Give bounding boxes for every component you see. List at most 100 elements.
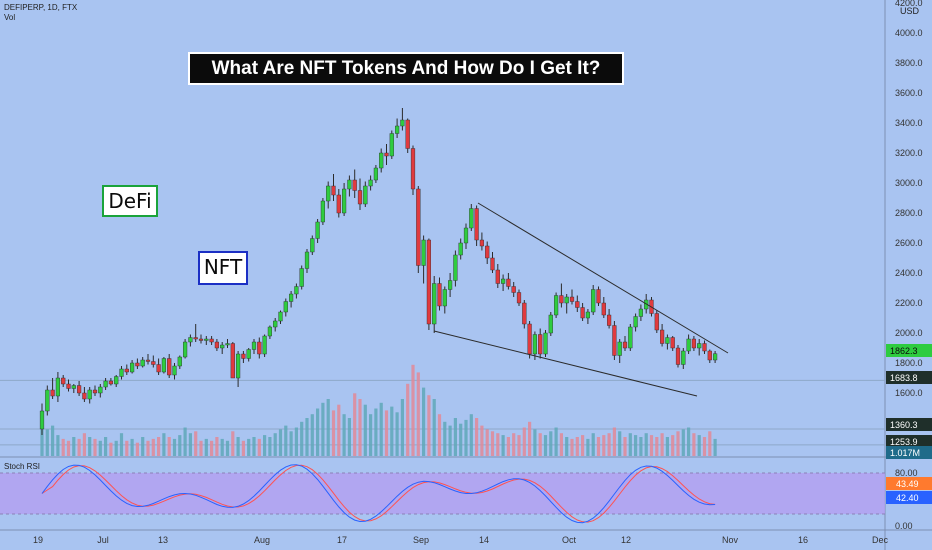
- candle-body: [373, 167, 378, 181]
- volume-bar: [294, 427, 298, 456]
- candle-body: [416, 188, 421, 266]
- time-tick-label: 12: [621, 535, 631, 545]
- volume-bar: [210, 440, 214, 456]
- candle-body: [601, 302, 606, 316]
- volume-bar: [565, 437, 569, 456]
- candle-body: [352, 179, 357, 191]
- stoch-k-line: [41, 464, 716, 524]
- stoch-tick-label: 0.00: [895, 521, 913, 531]
- volume-bar: [623, 437, 627, 456]
- volume-bar: [591, 433, 595, 456]
- candle-body: [395, 125, 400, 134]
- volume-bar: [289, 431, 293, 456]
- volume-bar: [347, 418, 351, 456]
- candle-body: [230, 343, 235, 379]
- volume-bar: [533, 429, 537, 456]
- volume-bar: [475, 418, 479, 456]
- candle-body: [686, 338, 691, 352]
- candle-body: [675, 347, 681, 365]
- volume-bar: [554, 427, 558, 456]
- price-label-level: 1360.3: [890, 420, 918, 430]
- volume-bar: [353, 393, 357, 456]
- price-tick-label: 1800.0: [895, 358, 923, 368]
- volume-bar: [273, 433, 277, 456]
- volume-bar: [464, 419, 468, 456]
- time-tick-label: 14: [479, 535, 489, 545]
- candle-body: [585, 311, 590, 319]
- price-tick-label: 4200.0: [895, 0, 923, 8]
- candle-body: [379, 152, 384, 169]
- candle-body: [357, 190, 363, 205]
- candle-body: [55, 377, 60, 397]
- volume-bar: [45, 429, 49, 456]
- candle-body: [177, 356, 182, 367]
- candle-body: [384, 152, 389, 157]
- candle-body: [389, 133, 394, 157]
- volume-bar: [634, 435, 638, 456]
- volume-bar: [363, 404, 367, 456]
- candle-body: [209, 338, 214, 343]
- price-tick-label: 3800.0: [895, 58, 923, 68]
- nft-label: NFT: [198, 251, 248, 285]
- candle-body: [564, 296, 569, 304]
- volume-bar: [40, 416, 44, 456]
- volume-bar: [697, 435, 701, 456]
- volume-bar: [390, 406, 394, 456]
- price-label-volume: 1.017M: [890, 448, 920, 458]
- price-label-level: 1253.9: [890, 437, 918, 447]
- volume-bar: [316, 408, 320, 456]
- volume-bar: [263, 435, 267, 456]
- volume-bar: [395, 412, 399, 456]
- volume-bar: [665, 437, 669, 456]
- candle-body: [543, 332, 548, 355]
- candle-body: [124, 368, 129, 373]
- candle-body: [522, 302, 527, 325]
- candle-body: [368, 179, 373, 187]
- time-tick-label: Nov: [722, 535, 739, 545]
- volume-bar: [713, 438, 717, 456]
- candle-body: [283, 301, 288, 313]
- volume-bar: [104, 437, 108, 456]
- stoch-k-value-box: [886, 477, 932, 490]
- volume-bar: [559, 433, 563, 456]
- candle-body: [267, 326, 272, 337]
- candle-body: [421, 239, 426, 266]
- candle-body: [665, 337, 670, 344]
- candle-body: [98, 386, 103, 394]
- volume-bar: [501, 435, 505, 456]
- candle-body: [400, 119, 405, 127]
- volume-bar: [146, 440, 150, 456]
- volume-bar: [141, 437, 145, 456]
- volume-bar: [708, 431, 712, 456]
- candle-body: [575, 301, 580, 308]
- volume-bar: [342, 414, 346, 456]
- volume-bar: [437, 414, 442, 456]
- volume-bar: [528, 421, 532, 456]
- candle-body: [691, 338, 696, 349]
- volume-bar: [194, 431, 198, 456]
- volume-bar: [331, 410, 336, 456]
- price-label-box: [886, 446, 932, 459]
- upper-trendline: [477, 202, 729, 354]
- candle-body: [257, 341, 262, 355]
- volume-bar: [135, 442, 139, 456]
- volume-bar: [241, 440, 245, 456]
- candle-body: [607, 314, 612, 326]
- candle-body: [591, 289, 596, 313]
- volume-bar: [480, 425, 484, 456]
- volume-bar: [432, 399, 436, 456]
- candle-body: [448, 280, 453, 290]
- volume-bar: [448, 425, 452, 456]
- candle-body: [458, 242, 463, 256]
- candle-body: [82, 392, 87, 400]
- volume-bar: [326, 399, 330, 456]
- candle-body: [304, 251, 310, 269]
- volume-bar: [247, 438, 251, 456]
- time-tick-label: 19: [33, 535, 43, 545]
- candle-body: [87, 389, 92, 400]
- candle-body: [278, 311, 283, 322]
- volume-bar: [77, 438, 81, 456]
- volume-bar: [268, 437, 272, 456]
- price-tick-label: 2800.0: [895, 208, 923, 218]
